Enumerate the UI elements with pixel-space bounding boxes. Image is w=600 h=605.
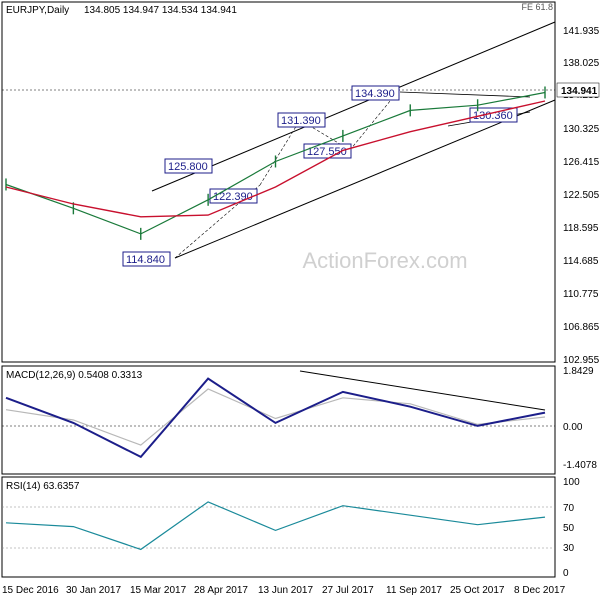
rsi-title: RSI(14) 63.6357 <box>6 481 80 492</box>
rsi-tick-label: 100 <box>563 477 580 488</box>
price-tick-label: 118.595 <box>563 223 599 234</box>
price-tick-label: 126.415 <box>563 157 600 168</box>
date-tick-label: 11 Sep 2017 <box>386 585 442 596</box>
annotation-box <box>164 158 213 174</box>
macd-tick-label: 1.8429 <box>563 366 594 377</box>
rsi-panel <box>1 476 556 578</box>
date-tick-label: 15 Mar 2017 <box>130 585 187 596</box>
price-tick-label: 110.775 <box>563 289 599 300</box>
price-line <box>5 91 546 235</box>
macd-tick-label: 0.00 <box>563 422 583 433</box>
macd-panel <box>1 365 556 475</box>
price-annotations: 125.800 122.390 114.840 131.390 127.550 … <box>122 85 518 267</box>
series-layer <box>5 86 546 551</box>
date-axis: 15 Dec 2016 30 Jan 2017 15 Mar 2017 28 A… <box>2 585 566 596</box>
rsi-tick-label: 30 <box>563 543 575 554</box>
wave-line-4 <box>349 94 396 151</box>
annotation-label: 131.390 <box>281 115 321 127</box>
rsi-tick-label: 70 <box>563 503 575 514</box>
annotation-label: 125.800 <box>168 161 208 173</box>
macd-line <box>5 377 546 459</box>
annotation-label: 122.390 <box>213 191 253 203</box>
wave-line-1 <box>174 184 261 259</box>
lower-channel-line <box>174 99 556 259</box>
macd-title: MACD(12,26,9) 0.5408 0.3313 <box>6 370 143 381</box>
date-tick-label: 30 Jan 2017 <box>66 585 121 596</box>
annotation-label: 130.360 <box>473 110 513 122</box>
price-tick-label: 141.935 <box>563 26 600 37</box>
rsi-tick-label: 0 <box>563 568 569 579</box>
watermark: ActionForex.com <box>302 248 467 273</box>
fe-label: FE 61.8 <box>521 2 553 12</box>
triangle-upper-line <box>399 91 531 98</box>
price-panel <box>1 1 556 363</box>
date-tick-label: 13 Jun 2017 <box>258 585 313 596</box>
upper-channel-line <box>151 21 556 192</box>
ohlc-readout: 134.805 134.947 134.534 134.941 <box>84 5 237 16</box>
annotation-box <box>277 112 326 128</box>
price-tick-label: 122.505 <box>563 190 600 201</box>
macd-tick-label: -1.4078 <box>563 460 597 471</box>
date-tick-label: 8 Dec 2017 <box>514 585 566 596</box>
last-price-value: 134.941 <box>561 86 598 97</box>
wave-line-2 <box>259 119 301 186</box>
price-tick-label: 138.025 <box>563 58 600 69</box>
annotation-box <box>469 107 518 123</box>
price-axis: 141.935 138.025 134.235 130.325 126.415 … <box>563 26 600 366</box>
macd-trend-line <box>299 370 546 411</box>
symbol-label: EURJPY,Daily <box>6 5 69 16</box>
annotation-box <box>122 251 171 267</box>
rsi-tick-label: 50 <box>563 523 575 534</box>
date-tick-label: 15 Dec 2016 <box>2 585 59 596</box>
annotation-box <box>351 85 400 101</box>
price-tick-label: 102.955 <box>563 355 600 366</box>
annotation-label: 134.390 <box>355 88 395 100</box>
annotation-label: 114.840 <box>126 254 165 266</box>
date-tick-label: 28 Apr 2017 <box>194 585 248 596</box>
price-tick-label: 106.865 <box>563 322 600 333</box>
moving-average-line <box>5 100 546 218</box>
price-tick-label: 130.325 <box>563 124 600 135</box>
rsi-line <box>5 501 546 551</box>
annotation-label: 127.550 <box>307 146 347 158</box>
price-tick-label: 114.685 <box>563 256 599 267</box>
macd-signal-line <box>5 388 546 446</box>
last-price-box <box>556 82 600 98</box>
date-tick-label: 27 Jul 2017 <box>322 585 374 596</box>
date-tick-label: 25 Oct 2017 <box>450 585 505 596</box>
